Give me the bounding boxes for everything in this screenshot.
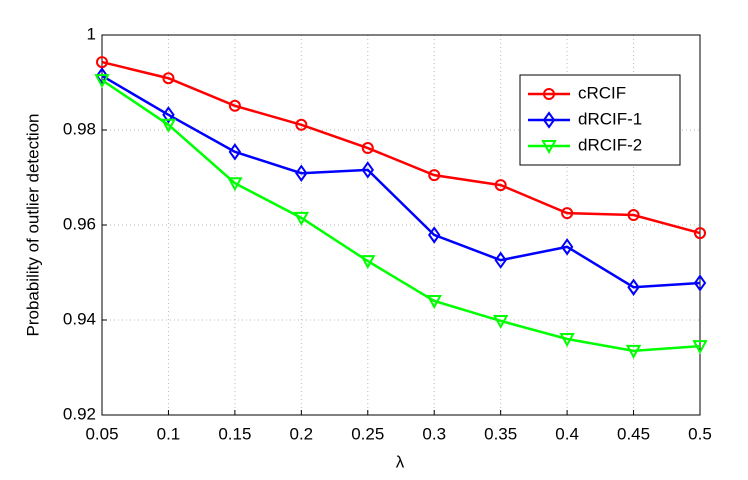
marker	[426, 295, 442, 310]
marker	[160, 118, 177, 133]
marker	[428, 169, 441, 182]
marker	[295, 118, 308, 131]
x-tick-label: 0.4	[555, 424, 579, 443]
marker	[693, 274, 707, 292]
legend-label: dRCIF-1	[578, 109, 642, 128]
y-tick-label: 0.94	[63, 309, 96, 328]
x-tick-label: 0.5	[688, 424, 712, 443]
y-axis-label: Probability of outlier detection	[23, 113, 42, 336]
legend-marker	[541, 140, 557, 155]
marker	[94, 74, 110, 89]
y-tick-label: 0.92	[63, 404, 96, 423]
marker	[494, 251, 507, 269]
y-tick-label: 0.98	[63, 119, 96, 138]
x-tick-label: 0.45	[617, 424, 650, 443]
marker	[162, 106, 175, 124]
marker	[560, 238, 574, 256]
series-line	[101, 79, 701, 353]
y-tick-label: 1	[87, 24, 96, 43]
x-axis-label: λ	[396, 452, 405, 471]
legend-label: dRCIF-2	[578, 135, 642, 154]
marker	[295, 164, 308, 182]
marker	[162, 72, 175, 85]
y-tick-label: 0.96	[63, 214, 96, 233]
x-tick-label: 0.1	[157, 424, 181, 443]
x-tick-label: 0.05	[85, 424, 118, 443]
marker	[694, 227, 706, 240]
marker	[96, 56, 108, 69]
marker	[95, 67, 109, 85]
marker	[494, 179, 507, 192]
plot-frame	[101, 34, 701, 416]
legend-marker	[542, 111, 556, 129]
marker	[561, 207, 574, 220]
x-tick-label: 0.2	[290, 424, 314, 443]
marker	[228, 143, 242, 161]
marker	[627, 278, 640, 296]
series-line	[101, 60, 701, 235]
marker	[293, 211, 310, 226]
marker	[627, 209, 640, 222]
marker	[559, 333, 575, 348]
series-line	[101, 74, 701, 289]
marker	[427, 226, 441, 244]
x-tick-label: 0.3	[422, 424, 446, 443]
marker	[228, 99, 241, 112]
x-tick-label: 0.25	[351, 424, 384, 443]
legend-marker	[543, 88, 555, 100]
marker	[227, 177, 243, 192]
x-tick-label: 0.35	[484, 424, 517, 443]
marker	[361, 142, 374, 155]
marker	[692, 340, 708, 355]
legend-label: cRCIF	[578, 83, 626, 102]
x-tick-label: 0.15	[218, 424, 251, 443]
marker	[625, 344, 642, 359]
marker	[492, 314, 509, 330]
marker	[361, 161, 375, 179]
marker	[360, 255, 376, 270]
